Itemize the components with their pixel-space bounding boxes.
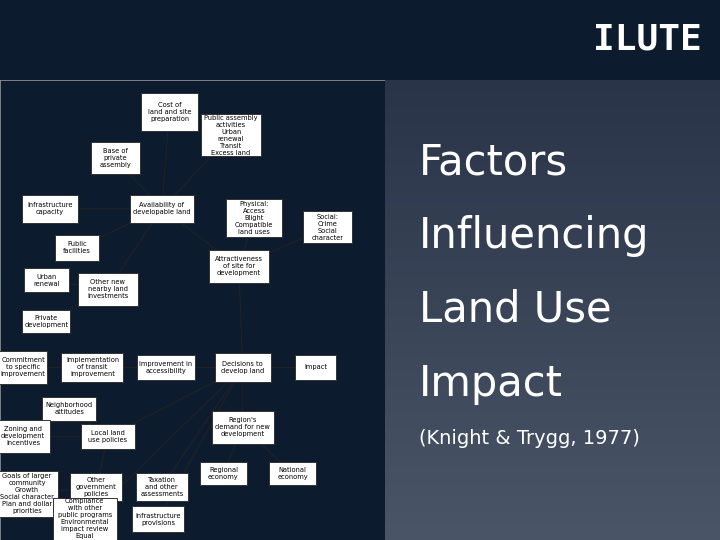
Text: National
economy: National economy [277,467,308,480]
Text: Zoning and
development
incentives: Zoning and development incentives [1,427,45,447]
FancyBboxPatch shape [0,351,48,384]
Text: Implementation
of transit
improvement: Implementation of transit improvement [66,357,119,377]
FancyBboxPatch shape [61,354,123,381]
Text: Social:
Crime
Social
character: Social: Crime Social character [312,214,343,241]
FancyBboxPatch shape [55,235,99,261]
Text: Infrastructure
provisions: Infrastructure provisions [135,513,181,526]
FancyBboxPatch shape [215,354,271,381]
FancyBboxPatch shape [135,473,188,501]
Text: Local land
use policies: Local land use policies [89,430,127,443]
Text: Goals of larger
community
Growth
Social character
Plan and dollar
priorities: Goals of larger community Growth Social … [0,474,54,515]
Text: Public
facilities: Public facilities [63,241,91,254]
FancyBboxPatch shape [42,397,96,421]
Text: ILUTE: ILUTE [593,23,702,57]
FancyBboxPatch shape [78,273,138,306]
Text: Public assembly
activities
Urban
renewal
Transit
Excess land: Public assembly activities Urban renewal… [204,114,258,156]
Text: Urban
renewal: Urban renewal [33,274,60,287]
Text: Compliance
with other
public programs
Environmental
impact review
Equal
opportun: Compliance with other public programs En… [58,497,112,540]
Text: Regional
economy: Regional economy [208,467,239,480]
Text: Other
government
policies: Other government policies [76,477,117,497]
Text: Land Use: Land Use [419,289,611,331]
FancyBboxPatch shape [201,114,261,156]
Text: Other new
nearby land
investments: Other new nearby land investments [87,279,128,299]
FancyBboxPatch shape [226,199,282,237]
Text: Improvement in
accessibility: Improvement in accessibility [139,361,192,374]
Text: Availability of
developable land: Availability of developable land [133,202,191,215]
FancyBboxPatch shape [22,195,78,223]
Text: Impact: Impact [419,362,563,404]
Text: Factors: Factors [419,141,568,184]
Text: Taxation
and other
assessments: Taxation and other assessments [140,477,184,497]
FancyBboxPatch shape [0,420,50,453]
FancyBboxPatch shape [212,411,274,444]
FancyBboxPatch shape [269,462,316,485]
Text: Private
development: Private development [24,315,68,328]
Text: Base of
private
assembly: Base of private assembly [99,148,132,168]
FancyBboxPatch shape [132,507,184,532]
Text: Region's
demand for new
development: Region's demand for new development [215,417,270,437]
FancyBboxPatch shape [81,423,135,449]
Text: Attractiveness
of site for
development: Attractiveness of site for development [215,256,263,276]
Text: Infrastructure
capacity: Infrastructure capacity [27,202,73,215]
FancyBboxPatch shape [91,142,140,174]
FancyBboxPatch shape [141,93,197,131]
FancyBboxPatch shape [137,355,194,380]
FancyBboxPatch shape [70,473,122,501]
Text: Physical:
Access
Blight
Compatible
land uses: Physical: Access Blight Compatible land … [235,201,274,235]
Text: Neighborhood
attitudes: Neighborhood attitudes [46,402,93,415]
FancyBboxPatch shape [53,498,117,540]
FancyBboxPatch shape [295,355,336,380]
Text: Cost of
land and site
preparation: Cost of land and site preparation [148,102,192,122]
Text: Impact: Impact [305,364,328,370]
Text: Decisions to
develop land: Decisions to develop land [221,361,264,374]
FancyBboxPatch shape [303,211,351,244]
FancyBboxPatch shape [130,195,194,223]
Text: Influencing: Influencing [419,215,649,258]
Text: Commitment
to specific
improvement: Commitment to specific improvement [1,357,45,377]
FancyBboxPatch shape [0,471,58,517]
FancyBboxPatch shape [24,268,68,292]
FancyBboxPatch shape [22,310,71,333]
FancyBboxPatch shape [200,462,247,485]
Text: (Knight & Trygg, 1977): (Knight & Trygg, 1977) [419,429,639,448]
FancyBboxPatch shape [209,250,269,282]
